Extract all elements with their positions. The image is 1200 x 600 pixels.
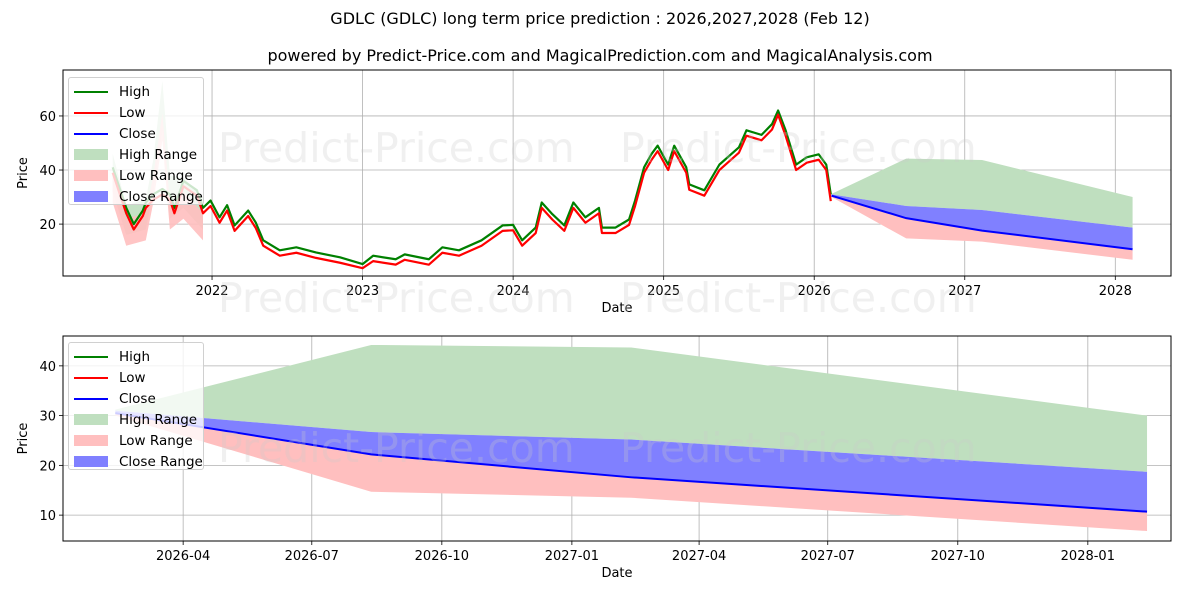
legend-item-close-range: Close Range [74,186,203,207]
close-line [831,194,1133,251]
y-tick-label: 10 [39,509,56,524]
y-tick-label: 30 [39,410,56,425]
legend-label: Low Range [119,432,193,449]
legend-label: Low [119,369,146,386]
x-tick-label: 2027-07 [801,549,855,564]
legend-swatch [74,456,108,467]
x-axis-label: Date [601,301,632,316]
close-range-area [115,410,1148,512]
y-tick-label: 40 [39,164,56,179]
legend-swatch [74,149,108,160]
low-range-area [115,413,1148,532]
close-line [115,412,1148,513]
y-tick-label: 20 [39,218,56,233]
legend-item-low-range: Low Range [74,430,203,451]
high-line [111,109,832,266]
axes-forecast-zoom: 2026-04 2026-07 2026-10 2027-01 2027-04 2027-… [16,335,1172,581]
y-tick-label: 40 [39,360,56,375]
low-range-area [831,195,1133,260]
plot-area [111,80,1133,270]
legend-label: Close [119,390,156,407]
legend-swatch [74,435,108,446]
y-tick-label: 20 [39,459,56,474]
x-tick-label: 2027-04 [672,549,726,564]
legend-item-high-range: High Range [74,144,203,165]
x-tick-label: 2022 [195,284,228,299]
legend-swatch [74,414,108,425]
legend-item-high: High [74,346,203,367]
plot-area [115,344,1148,532]
legend-label: High Range [119,146,198,163]
legend-label: Close Range [119,188,203,205]
legend-bottom: High Low Close High Range Low Range Clos… [68,342,204,470]
legend-swatch [74,170,108,181]
legend-label: High [119,83,151,100]
x-tick-label: 2026-10 [415,549,469,564]
x-tick-label: 2027-01 [545,549,599,564]
legend-label: Low Range [119,167,193,184]
x-axis-label: Date [601,566,632,581]
x-tick-label: 2028 [1099,284,1132,299]
chart-title: GDLC (GDLC) long term price prediction :… [330,9,870,28]
high-range-area [115,344,1148,472]
legend-item-close: Close [74,123,203,144]
legend-swatch [74,355,108,358]
x-tick-label: 2028-01 [1061,549,1115,564]
x-tick-label: 2027-10 [931,549,985,564]
legend-item-close-range: Close Range [74,451,203,472]
legend-item-high-range: High Range [74,409,203,430]
legend-swatch [74,376,108,379]
y-axis-label: Price [16,157,31,189]
legend-swatch [74,191,108,202]
high-range-area [831,158,1133,228]
history-low-range-area [112,113,204,246]
x-tick-label: 2026-07 [285,549,339,564]
x-tick-label: 2026-04 [156,549,210,564]
close-range-area [831,194,1133,250]
axes-frame [62,69,1172,277]
legend-label: High [119,348,151,365]
legend-label: Low [119,104,146,121]
x-tick-label: 2026 [798,284,831,299]
legend-swatch [74,132,108,135]
x-tick-label: 2025 [647,284,680,299]
y-axis-label: Price [16,423,31,455]
legend-item-close: Close [74,388,203,409]
legend-item-low: Low [74,102,203,123]
legend-item-low-range: Low Range [74,165,203,186]
x-tick-label: 2024 [497,284,530,299]
legend-top: High Low Close High Range Low Range Clos… [68,77,204,205]
x-tick-label: 2027 [948,284,981,299]
axes-frame [62,335,1172,542]
legend-label: Close [119,125,156,142]
legend-swatch [74,90,108,93]
legend-item-low: Low [74,367,203,388]
chart-subtitle: powered by Predict-Price.com and Magical… [267,46,933,65]
low-line [111,113,832,270]
legend-item-high: High [74,81,203,102]
legend-swatch [74,111,108,114]
legend-label: High Range [119,411,198,428]
legend-label: Close Range [119,453,203,470]
x-tick-label: 2023 [346,284,379,299]
y-tick-label: 60 [39,110,56,125]
legend-swatch [74,397,108,400]
